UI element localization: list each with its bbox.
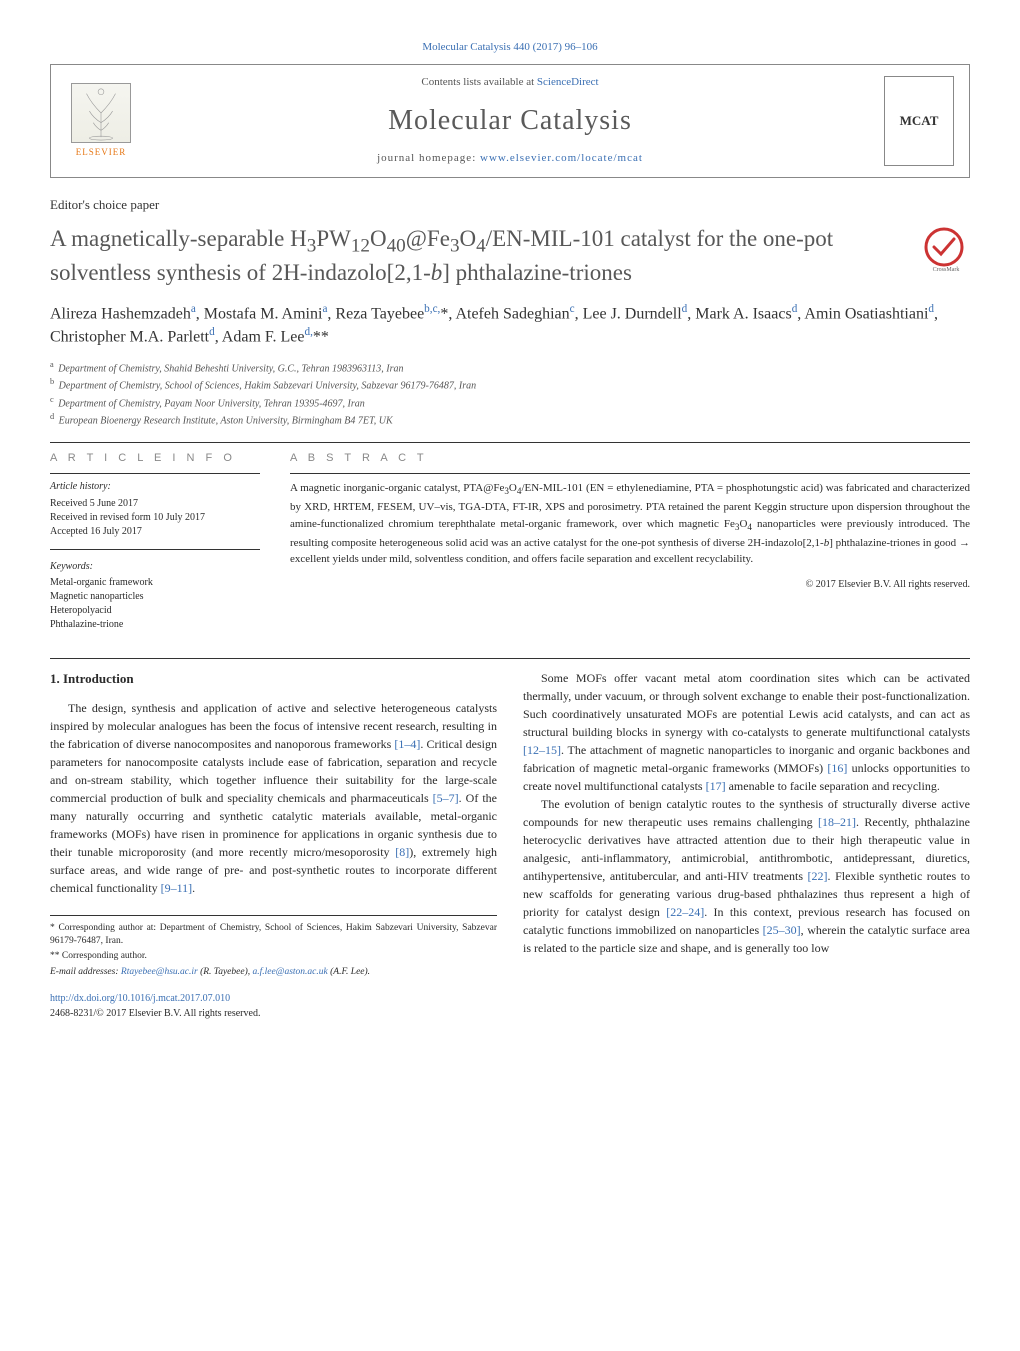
- divider-top: [50, 442, 970, 443]
- email-link-1[interactable]: Rtayebee@hsu.ac.ir: [121, 967, 198, 977]
- divider-bottom: [50, 658, 970, 659]
- email-link-2[interactable]: a.f.lee@aston.ac.uk: [253, 967, 328, 977]
- doi-link[interactable]: http://dx.doi.org/10.1016/j.mcat.2017.07…: [50, 993, 230, 1004]
- keyword-1: Metal-organic framework: [50, 576, 260, 590]
- affiliation-a: a Department of Chemistry, Shahid Behesh…: [50, 359, 970, 376]
- issn-copyright: 2468-8231/© 2017 Elsevier B.V. All right…: [50, 1008, 260, 1019]
- corresponding-author-2: ** Corresponding author.: [50, 950, 497, 963]
- revised-date: Received in revised form 10 July 2017: [50, 511, 260, 525]
- crossmark-badge[interactable]: CrossMark: [922, 225, 970, 273]
- journal-cover: MCAT: [884, 76, 954, 166]
- top-citation: Molecular Catalysis 440 (2017) 96–106: [50, 40, 970, 56]
- affiliation-c: c Department of Chemistry, Payam Noor Un…: [50, 394, 970, 411]
- info-abstract-row: A R T I C L E I N F O Article history: R…: [50, 451, 970, 632]
- elsevier-tree-icon: [71, 83, 131, 143]
- section-1-heading: 1. Introduction: [50, 669, 497, 689]
- email-name-2: (A.F. Lee).: [328, 967, 370, 977]
- publisher-name: ELSEVIER: [76, 146, 127, 159]
- article-type-label: Editor's choice paper: [50, 196, 970, 215]
- abstract-column: A B S T R A C T A magnetic inorganic-org…: [290, 451, 970, 632]
- page-root: Molecular Catalysis 440 (2017) 96–106 EL…: [0, 0, 1020, 1061]
- info-divider-1: [50, 473, 260, 474]
- abstract-copyright: © 2017 Elsevier B.V. All rights reserved…: [290, 578, 970, 593]
- abstract-text: A magnetic inorganic-organic catalyst, P…: [290, 480, 970, 567]
- history-label: Article history:: [50, 480, 260, 495]
- svg-text:CrossMark: CrossMark: [933, 267, 960, 273]
- received-date: Received 5 June 2017: [50, 497, 260, 511]
- title-row: A magnetically-separable H3PW12O40@Fe3O4…: [50, 225, 970, 301]
- abstract-divider: [290, 473, 970, 474]
- email-label: E-mail addresses:: [50, 967, 121, 977]
- left-column: 1. Introduction The design, synthesis an…: [50, 669, 497, 1021]
- keywords-label: Keywords:: [50, 560, 260, 575]
- keyword-4: Phthalazine-trione: [50, 618, 260, 632]
- affiliations-block: a Department of Chemistry, Shahid Behesh…: [50, 359, 970, 428]
- contents-prefix: Contents lists available at: [421, 76, 536, 88]
- article-info-column: A R T I C L E I N F O Article history: R…: [50, 451, 260, 632]
- homepage-line: journal homepage: www.elsevier.com/locat…: [156, 151, 864, 167]
- affiliation-d: d European Bioenergy Research Institute,…: [50, 411, 970, 428]
- body-columns: 1. Introduction The design, synthesis an…: [50, 669, 970, 1021]
- journal-name: Molecular Catalysis: [156, 101, 864, 142]
- right-column: Some MOFs offer vacant metal atom coordi…: [523, 669, 970, 1021]
- keyword-3: Heteropolyacid: [50, 604, 260, 618]
- intro-paragraph-2: Some MOFs offer vacant metal atom coordi…: [523, 669, 970, 795]
- contents-available-line: Contents lists available at ScienceDirec…: [156, 75, 864, 91]
- article-info-heading: A R T I C L E I N F O: [50, 451, 260, 467]
- email-name-1: (R. Tayebee),: [198, 967, 253, 977]
- footer-notes: * Corresponding author at: Department of…: [50, 915, 497, 979]
- sciencedirect-link[interactable]: ScienceDirect: [537, 76, 599, 88]
- authors-line: Alireza Hashemzadeha, Mostafa M. Aminia,…: [50, 302, 970, 349]
- intro-paragraph-1: The design, synthesis and application of…: [50, 699, 497, 897]
- homepage-link[interactable]: www.elsevier.com/locate/mcat: [480, 152, 643, 164]
- homepage-prefix: journal homepage:: [377, 152, 480, 164]
- corresponding-author-1: * Corresponding author at: Department of…: [50, 922, 497, 949]
- journal-header: ELSEVIER Contents lists available at Sci…: [50, 64, 970, 178]
- abstract-heading: A B S T R A C T: [290, 451, 970, 467]
- header-center: Contents lists available at ScienceDirec…: [136, 75, 884, 167]
- affiliation-b: b Department of Chemistry, School of Sci…: [50, 376, 970, 393]
- accepted-date: Accepted 16 July 2017: [50, 525, 260, 539]
- info-divider-2: [50, 549, 260, 550]
- keyword-2: Magnetic nanoparticles: [50, 590, 260, 604]
- elsevier-logo: ELSEVIER: [66, 81, 136, 161]
- intro-paragraph-3: The evolution of benign catalytic routes…: [523, 795, 970, 957]
- email-addresses-line: E-mail addresses: Rtayebee@hsu.ac.ir (R.…: [50, 966, 497, 979]
- article-title: A magnetically-separable H3PW12O40@Fe3O4…: [50, 225, 912, 287]
- doi-block: http://dx.doi.org/10.1016/j.mcat.2017.07…: [50, 991, 497, 1021]
